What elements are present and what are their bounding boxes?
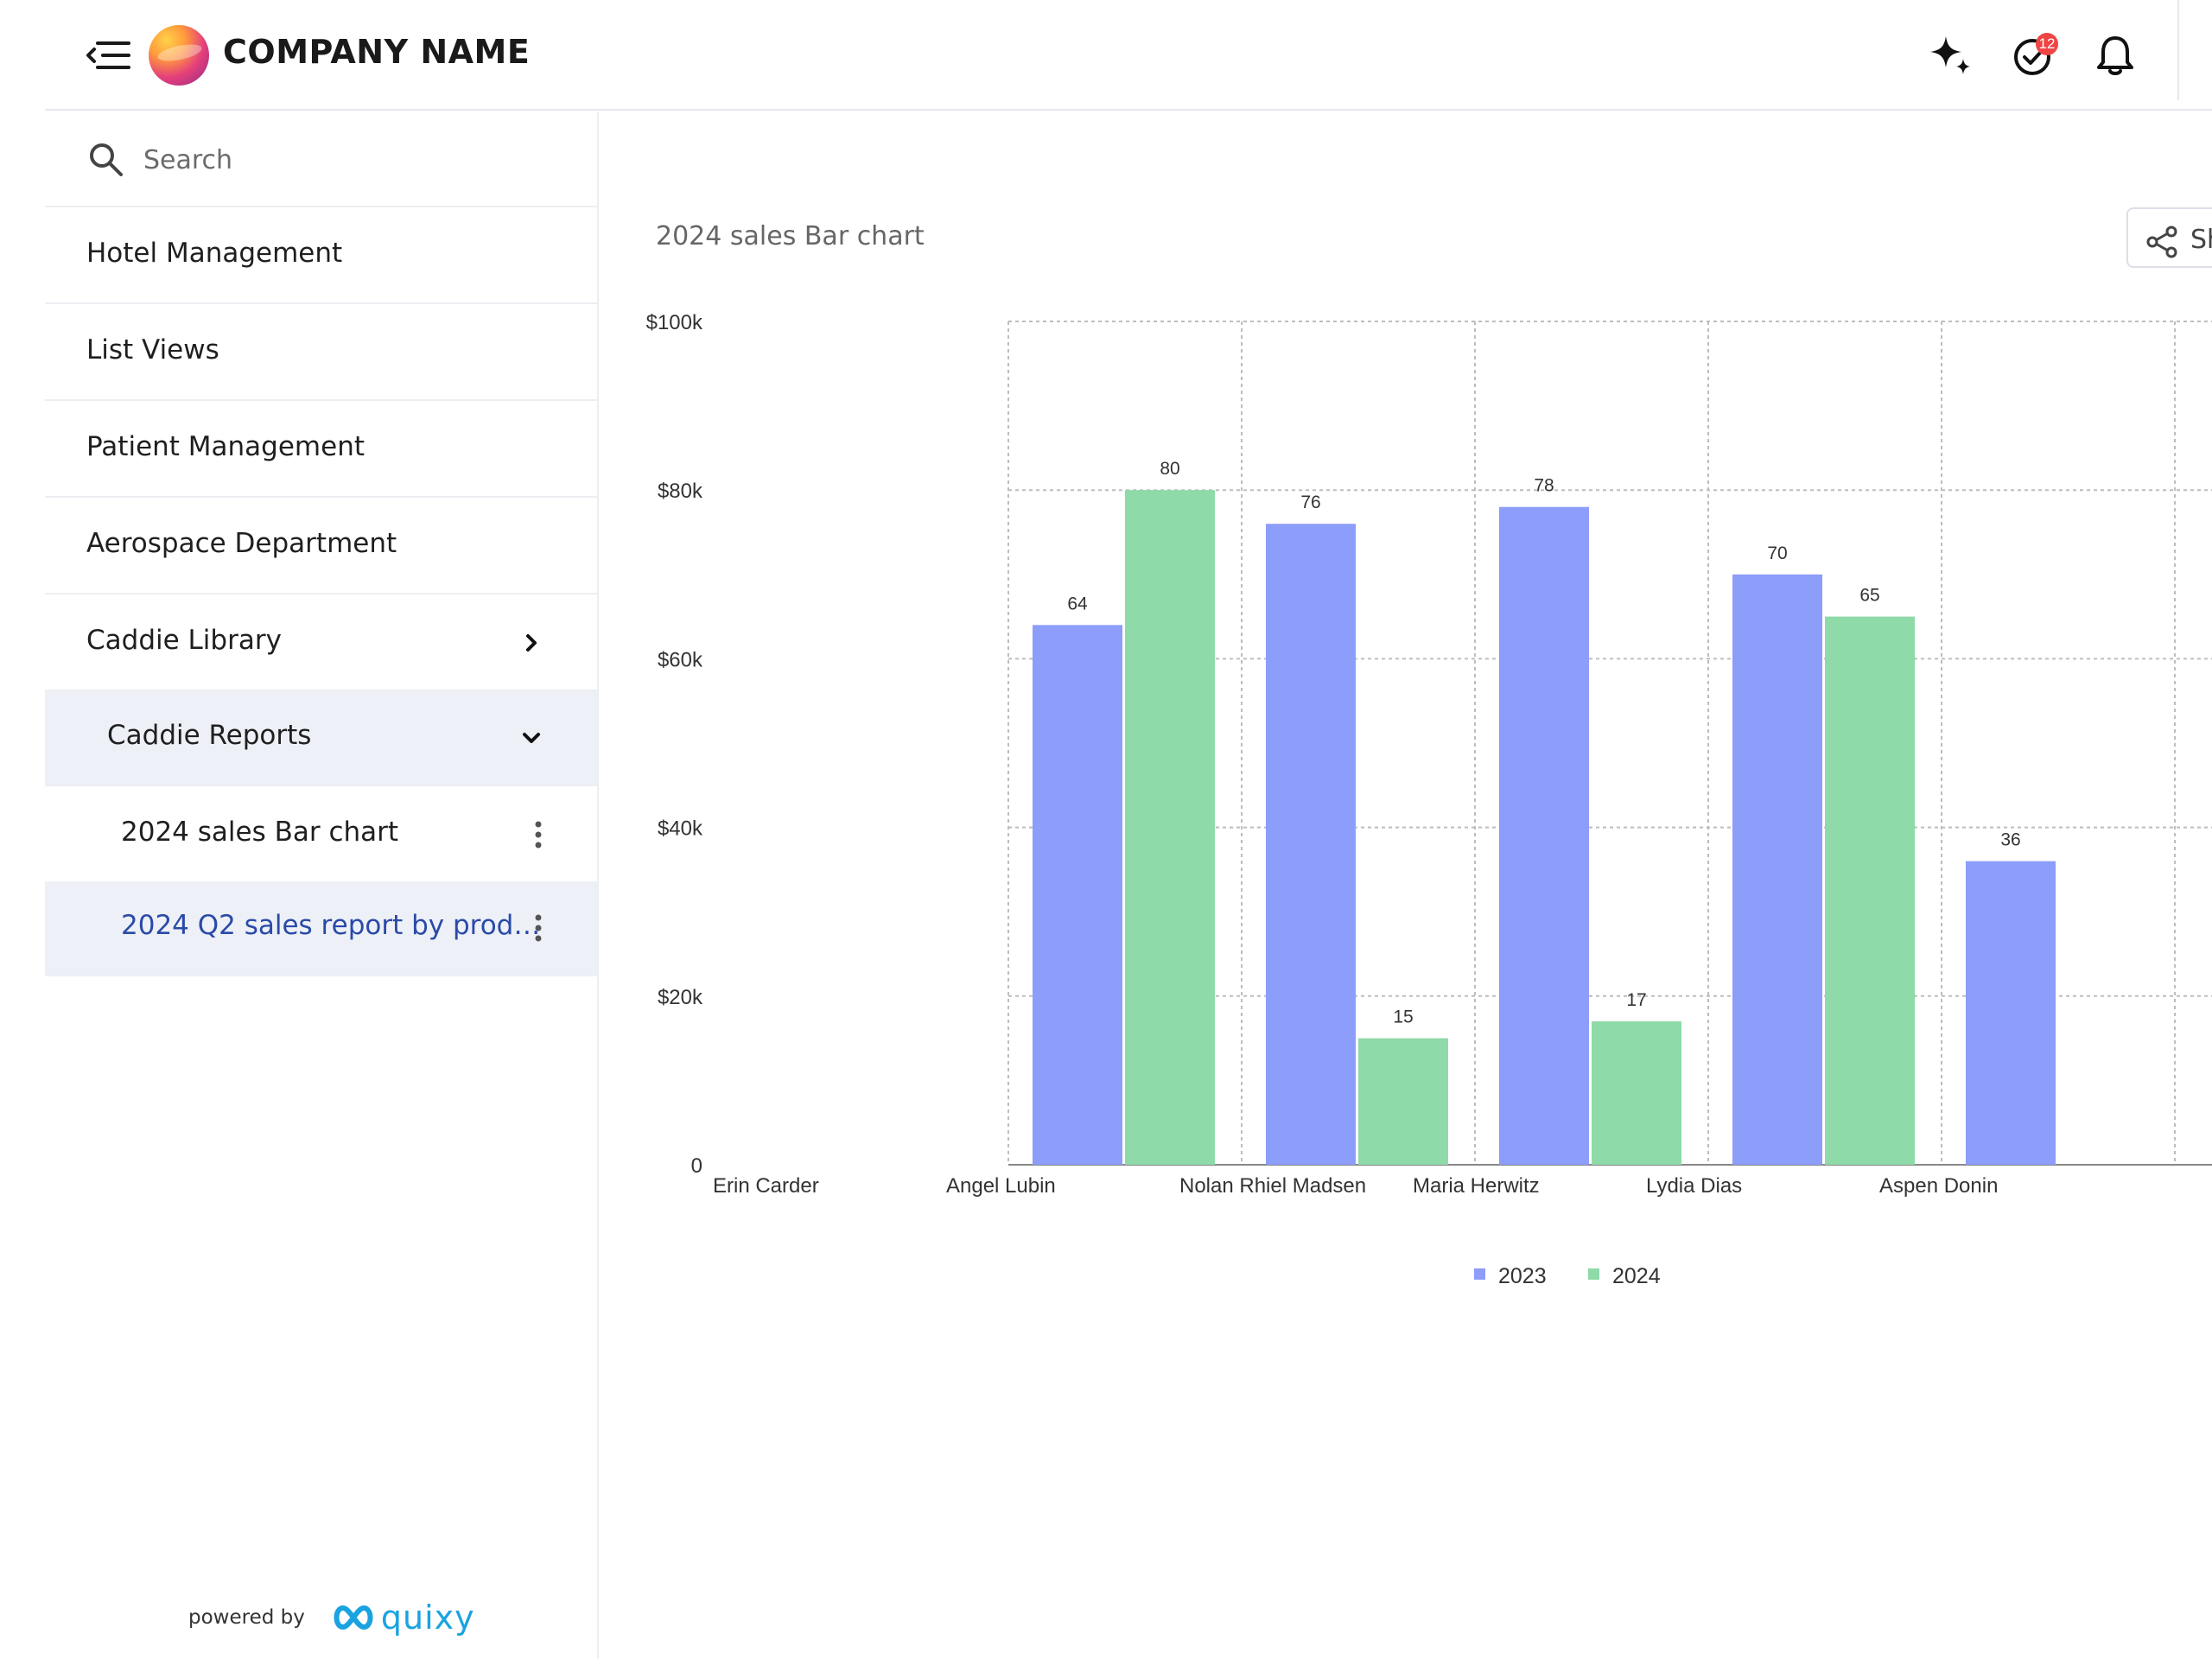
sidebar-item-label: Caddie Library [86,625,282,656]
bar-2024-maria-herwitz [1592,1021,1681,1165]
sidebar-item-caddie-reports[interactable]: Caddie Reports [45,691,597,786]
data-label: 17 [1626,990,1646,1010]
sidebar-item-label: List Views [86,334,219,365]
main-content: 2024 sales Bar chart Sh 0 $20k $40k $60k $80… [601,112,2212,1659]
sidebar-item-aerospace-department[interactable]: Aerospace Department [45,499,597,594]
x-tick-label: Angel Lubin [946,1174,1056,1198]
x-tick-label: Nolan Rhiel Madsen [1179,1174,1366,1198]
sidebar-item-label: Patient Management [86,431,365,462]
x-tick-label: Erin Carder [713,1174,819,1198]
x-tick-label: Maria Herwitz [1413,1174,1540,1198]
sidebar-item-hotel-management[interactable]: Hotel Management [45,209,597,304]
bar-2024-lydia-dias [1825,616,1915,1165]
legend-label: 2024 [1612,1264,1661,1288]
y-tick-label: $60k [658,648,703,671]
sidebar-item-caddie-library[interactable]: Caddie Library [45,596,597,691]
quixy-logo: quixy [331,1599,475,1637]
chevron-right-icon [526,634,537,652]
x-tick-label: Aspen Donin [1879,1174,1998,1198]
data-label: 15 [1393,1007,1413,1027]
page-title: 2024 sales Bar chart [656,221,925,251]
data-label: 65 [1859,586,1879,606]
search-icon [90,143,123,176]
y-tick-label: 0 [691,1154,702,1178]
bar-2024-angel-lubin [1125,490,1215,1165]
sidebar-item-label: 2024 Q2 sales report by prod… [121,910,541,941]
bar-2023-nolan-rhiel-madsen [1266,524,1356,1165]
bar-2024-nolan-rhiel-madsen [1358,1038,1448,1165]
more-options-icon[interactable] [528,817,549,852]
bar-2023-angel-lubin [1033,625,1122,1165]
sidebar: Hotel Management List Views Patient Mana… [45,112,599,1659]
company-logo [149,25,209,86]
powered-by: powered by quixy [188,1599,475,1637]
search-input[interactable] [143,138,575,181]
quixy-brand: quixy [380,1599,475,1637]
y-tick-label: $80k [658,480,703,503]
data-label: 70 [1767,543,1787,563]
data-label: 36 [2000,830,2020,850]
x-tick-label: Lydia Dias [1646,1174,1742,1198]
y-tick-label: $40k [658,817,703,841]
sidebar-item-q2-sales-report[interactable]: 2024 Q2 sales report by prod… [45,881,597,976]
data-label: 80 [1160,459,1179,479]
sidebar-item-2024-sales-bar-chart[interactable]: 2024 sales Bar chart [45,788,597,883]
data-label: 64 [1067,594,1088,613]
y-tick-label: $20k [658,986,703,1009]
task-check-icon[interactable]: 12 [2006,29,2058,81]
more-options-icon[interactable] [528,911,549,945]
share-button[interactable]: Sh [2126,207,2212,268]
legend-label: 2023 [1498,1264,1547,1288]
data-label: 78 [1534,476,1554,496]
top-header: COMPANY NAME 12 [45,0,2212,111]
powered-by-text: powered by [188,1606,305,1629]
sidebar-item-label: 2024 sales Bar chart [121,817,399,848]
sidebar-item-list-views[interactable]: List Views [45,306,597,401]
bar-2023-lydia-dias [1732,574,1822,1165]
sidebar-search [45,112,597,207]
sidebar-item-label: Hotel Management [86,238,343,269]
legend-swatch [1588,1268,1599,1280]
sidebar-item-patient-management[interactable]: Patient Management [45,403,597,498]
y-tick-label: $100k [646,311,703,334]
sales-bar-chart: 0 $20k $40k $60k $80k $100k Erin Carder Angel L… [646,311,2212,1288]
company-name: COMPANY NAME [223,33,531,71]
bar-2023-maria-herwitz [1499,506,1589,1165]
notification-count-badge: 12 [2036,33,2058,55]
chevron-down-icon [523,733,540,743]
bell-icon[interactable] [2089,29,2141,81]
share-label: Sh [2190,225,2212,255]
sidebar-item-label: Caddie Reports [107,720,312,751]
header-divider [2177,0,2179,100]
bar-2023-aspen-donin [1966,861,2056,1165]
share-icon [2146,226,2177,258]
sidebar-item-label: Aerospace Department [86,528,397,559]
data-label: 76 [1300,493,1320,512]
menu-collapse-icon[interactable] [83,31,135,79]
quixy-infinity-icon [334,1605,373,1630]
sparkle-icon[interactable] [1925,29,1977,81]
legend-swatch [1474,1268,1485,1280]
